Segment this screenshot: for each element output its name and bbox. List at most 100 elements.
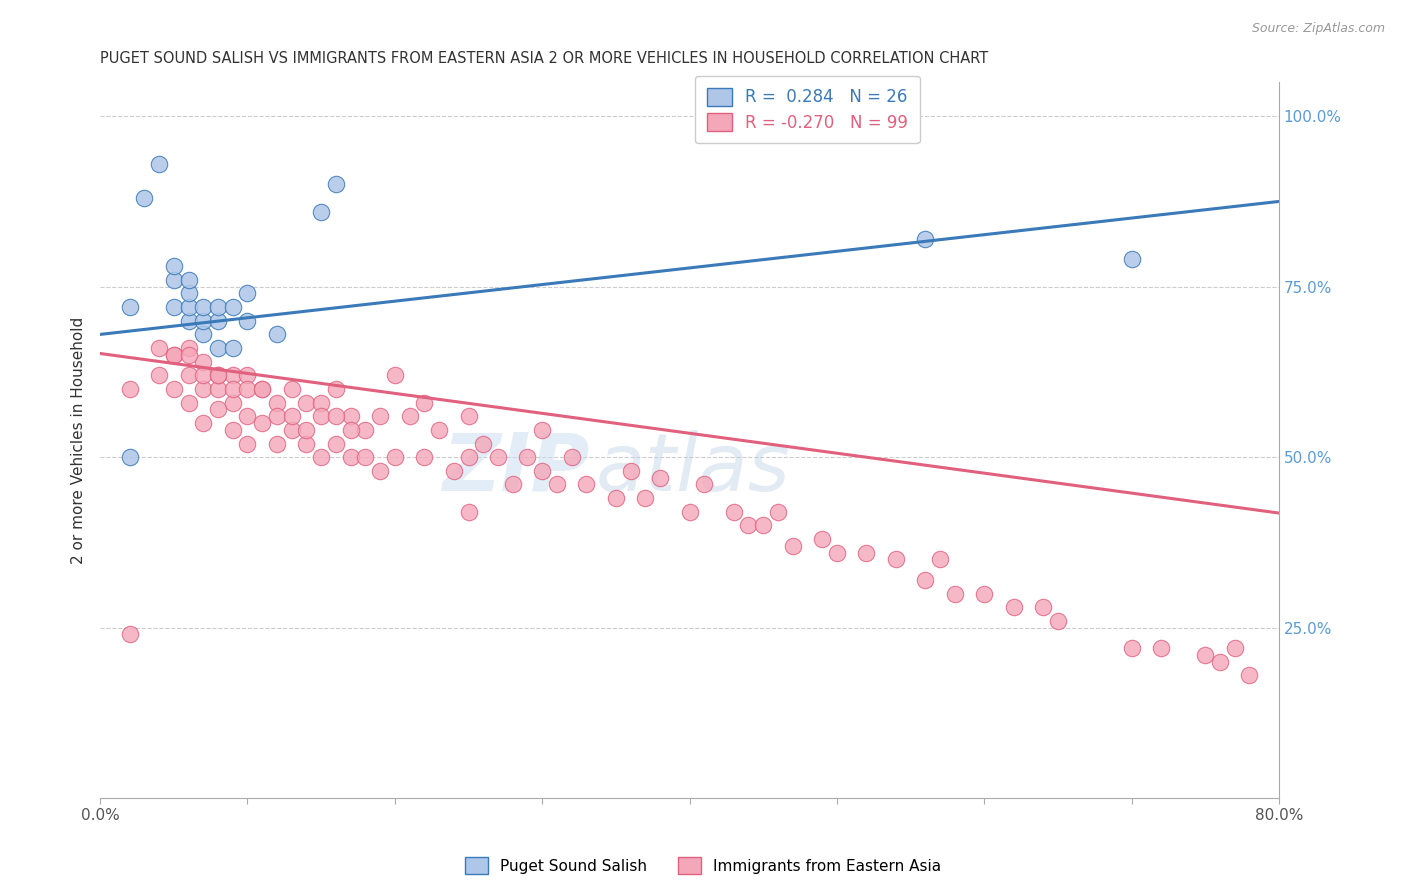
Point <box>207 341 229 355</box>
Point <box>222 382 245 396</box>
Point <box>546 477 568 491</box>
Point <box>811 532 834 546</box>
Point <box>354 450 377 464</box>
Point <box>193 354 215 368</box>
Point <box>163 348 186 362</box>
Point <box>250 416 273 430</box>
Point <box>973 586 995 600</box>
Point <box>134 191 156 205</box>
Point <box>325 436 347 450</box>
Point <box>266 395 288 409</box>
Point <box>384 368 406 383</box>
Point <box>693 477 716 491</box>
Point <box>825 546 848 560</box>
Point <box>1121 641 1143 656</box>
Point <box>280 382 302 396</box>
Point <box>678 505 700 519</box>
Point <box>1150 641 1173 656</box>
Point <box>384 450 406 464</box>
Point <box>250 382 273 396</box>
Point <box>207 300 229 314</box>
Point <box>339 409 361 424</box>
Point <box>1239 668 1261 682</box>
Point <box>266 409 288 424</box>
Point <box>516 450 538 464</box>
Point <box>177 286 200 301</box>
Point <box>193 368 215 383</box>
Point <box>236 314 259 328</box>
Point <box>1194 648 1216 662</box>
Text: atlas: atlas <box>595 430 790 508</box>
Point <box>531 423 554 437</box>
Point <box>193 314 215 328</box>
Point <box>236 436 259 450</box>
Point <box>118 627 141 641</box>
Point <box>354 423 377 437</box>
Point <box>1209 655 1232 669</box>
Point <box>207 382 229 396</box>
Point <box>1223 641 1246 656</box>
Point <box>193 327 215 342</box>
Point <box>752 518 775 533</box>
Point <box>163 273 186 287</box>
Point <box>193 382 215 396</box>
Point <box>177 368 200 383</box>
Point <box>766 505 789 519</box>
Point <box>884 552 907 566</box>
Point <box>236 382 259 396</box>
Legend: Puget Sound Salish, Immigrants from Eastern Asia: Puget Sound Salish, Immigrants from East… <box>458 851 948 880</box>
Y-axis label: 2 or more Vehicles in Household: 2 or more Vehicles in Household <box>72 317 86 564</box>
Point <box>163 259 186 273</box>
Point <box>457 409 479 424</box>
Point <box>295 395 318 409</box>
Point <box>531 464 554 478</box>
Point <box>163 300 186 314</box>
Point <box>914 232 936 246</box>
Point <box>236 368 259 383</box>
Point <box>207 368 229 383</box>
Point <box>413 395 436 409</box>
Point <box>280 409 302 424</box>
Point <box>207 314 229 328</box>
Point <box>561 450 583 464</box>
Point <box>266 327 288 342</box>
Point <box>427 423 450 437</box>
Point <box>1046 614 1069 628</box>
Text: Source: ZipAtlas.com: Source: ZipAtlas.com <box>1251 22 1385 36</box>
Point <box>914 573 936 587</box>
Point <box>177 314 200 328</box>
Point <box>325 382 347 396</box>
Point <box>222 300 245 314</box>
Point <box>309 450 332 464</box>
Point <box>309 395 332 409</box>
Point <box>207 402 229 417</box>
Point <box>236 286 259 301</box>
Point <box>266 436 288 450</box>
Point <box>1032 600 1054 615</box>
Point <box>737 518 759 533</box>
Point <box>193 416 215 430</box>
Point <box>250 382 273 396</box>
Point <box>295 436 318 450</box>
Point <box>118 450 141 464</box>
Point <box>222 368 245 383</box>
Point <box>295 423 318 437</box>
Point <box>236 409 259 424</box>
Point <box>575 477 598 491</box>
Point <box>929 552 952 566</box>
Point <box>118 300 141 314</box>
Point <box>943 586 966 600</box>
Point <box>855 546 877 560</box>
Point <box>457 450 479 464</box>
Point <box>163 348 186 362</box>
Point <box>309 409 332 424</box>
Point <box>148 157 170 171</box>
Point <box>648 470 671 484</box>
Point <box>486 450 509 464</box>
Point <box>339 450 361 464</box>
Point <box>163 382 186 396</box>
Text: PUGET SOUND SALISH VS IMMIGRANTS FROM EASTERN ASIA 2 OR MORE VEHICLES IN HOUSEHO: PUGET SOUND SALISH VS IMMIGRANTS FROM EA… <box>100 51 988 66</box>
Point <box>634 491 657 505</box>
Point <box>472 436 495 450</box>
Point <box>280 423 302 437</box>
